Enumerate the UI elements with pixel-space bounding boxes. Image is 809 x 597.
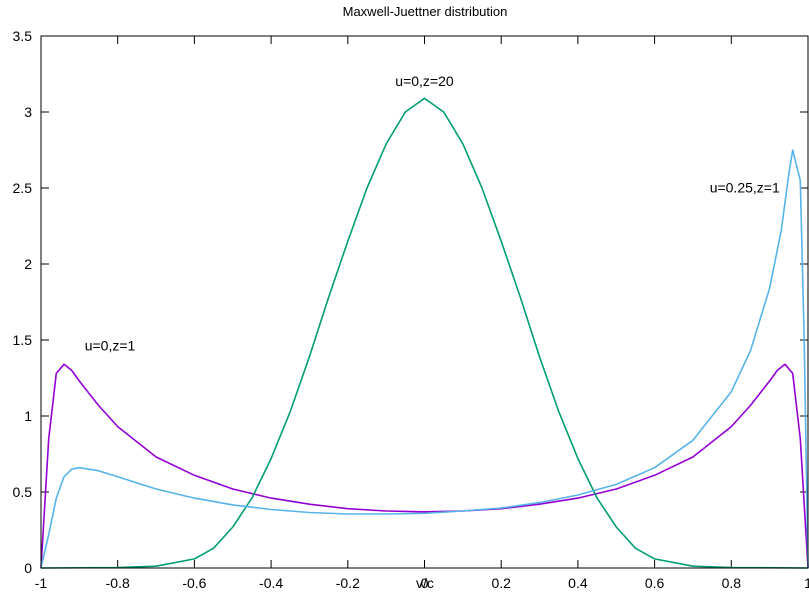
annotation-label: u=0,z=20 bbox=[395, 73, 454, 89]
x-tick-label: -0.8 bbox=[106, 575, 130, 591]
y-tick-label: 1.5 bbox=[13, 332, 33, 348]
y-tick-label: 3 bbox=[24, 104, 32, 120]
y-tick-label: 0.5 bbox=[13, 484, 33, 500]
x-tick-label: 0.2 bbox=[491, 575, 511, 591]
series-line-0 bbox=[40, 363, 809, 569]
x-tick-label: 0.4 bbox=[568, 575, 588, 591]
x-tick-label: 0.6 bbox=[645, 575, 665, 591]
x-tick-label: -0.6 bbox=[182, 575, 206, 591]
x-tick-label: 0 bbox=[421, 575, 429, 591]
annotation-label: u=0,z=1 bbox=[85, 338, 136, 354]
x-axis-title: v/c bbox=[416, 575, 434, 591]
y-tick-label: 1 bbox=[24, 408, 32, 424]
y-tick-label: 3.5 bbox=[13, 28, 33, 44]
x-tick-label: 1 bbox=[804, 575, 809, 591]
x-tick-label: -0.2 bbox=[336, 575, 360, 591]
plot-frame bbox=[40, 35, 809, 569]
y-tick-label: 2.5 bbox=[13, 180, 33, 196]
series-line-2 bbox=[40, 149, 809, 569]
x-tick-label: -0.4 bbox=[259, 575, 283, 591]
chart-title: Maxwell-Juettner distribution bbox=[343, 4, 508, 19]
x-tick-label: -1 bbox=[35, 575, 48, 591]
series-group bbox=[40, 97, 809, 569]
annotations: u=0,z=20 u=0,z=1 u=0.25,z=1 bbox=[85, 73, 780, 353]
y-tick-label: 0 bbox=[24, 560, 32, 576]
axes: -1 -0.8 -0.6 -0.4 -0.2 0 0.2 0.4 0.6 0.8 1 0 0.5 1 1.5… bbox=[13, 28, 809, 591]
series-line-1 bbox=[40, 97, 809, 569]
x-tick-label: 0.8 bbox=[722, 575, 742, 591]
annotation-label: u=0.25,z=1 bbox=[710, 180, 780, 196]
y-tick-label: 2 bbox=[24, 256, 32, 272]
